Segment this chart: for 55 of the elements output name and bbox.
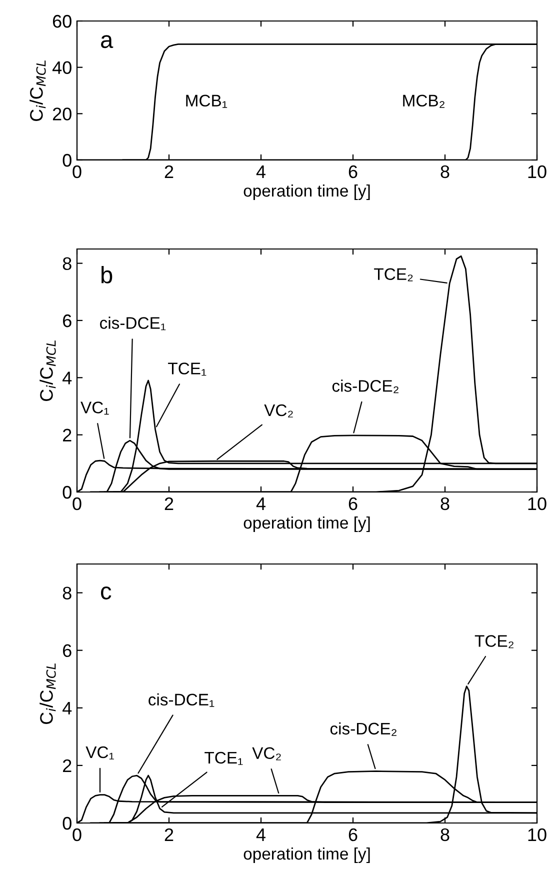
x-tick-label: 2 <box>164 497 174 510</box>
y-tick-label: 2 <box>63 759 72 772</box>
text: c <box>101 586 112 600</box>
y-tick-label: 4 <box>62 372 72 384</box>
annotation: MCB₁ <box>186 94 228 108</box>
y-tick-label: 2 <box>63 428 72 442</box>
annotation: VC₁ <box>80 402 109 415</box>
y-tick-label: 0 <box>62 154 72 167</box>
y-tick-label: 0 <box>62 486 72 499</box>
x-axis-title: operation time [y] <box>244 184 370 200</box>
annotation: MCB₂ <box>403 94 444 108</box>
x-tick-label: 4 <box>256 828 266 841</box>
x-tick-label: 6 <box>348 497 358 510</box>
y-tick-label: 6 <box>63 644 72 658</box>
y-tick-label: 8 <box>62 586 72 600</box>
x-tick-label: 8 <box>440 497 450 510</box>
x-tick-label: 8 <box>440 165 450 178</box>
annotation: cis-DCE₂ <box>332 380 398 394</box>
annotation: TCE₁ <box>204 752 243 765</box>
annotation: TCE₂ <box>474 635 514 648</box>
y-tick-label: 40 <box>52 61 72 74</box>
x-axis-title: operation time [y] <box>244 516 370 532</box>
y-tick-label: 4 <box>62 702 72 714</box>
x-tick-label: 0 <box>72 165 82 178</box>
y-tick-label: 60 <box>52 14 72 28</box>
text: b <box>102 266 112 284</box>
x-tick-label: 4 <box>256 166 266 178</box>
y-tick-label: 6 <box>63 314 72 328</box>
x-tick-label: 2 <box>164 828 174 841</box>
x-tick-label: 10 <box>528 165 546 178</box>
y-axis-title: C$_{i}$/C$_{MCL}$ <box>40 663 56 724</box>
annotation: cis-DCE₁ <box>148 693 214 707</box>
x-tick-label: 10 <box>528 828 546 842</box>
x-tick-label: 8 <box>440 828 450 842</box>
x-tick-label: 4 <box>256 498 266 510</box>
y-tick-label: 8 <box>62 257 72 270</box>
annotation: TCE₁ <box>168 362 206 376</box>
x-tick-label: 10 <box>528 497 546 510</box>
chart-title: a <box>101 35 114 48</box>
y-tick-label: 0 <box>62 816 72 830</box>
annotation: cis-DCE₂ <box>330 722 396 736</box>
annotation: TCE₂ <box>374 268 413 282</box>
y-axis-title: C$_{i}$/C$_{MCL}$ <box>40 340 56 401</box>
annotation: VC₂ <box>264 404 293 418</box>
x-axis-title: operation time [y] <box>244 847 370 864</box>
annotation: VC₁ <box>86 746 114 760</box>
x-tick-label: 0 <box>72 497 82 510</box>
x-tick-label: 0 <box>72 828 82 842</box>
x-tick-label: 6 <box>348 165 358 178</box>
y-tick-label: 20 <box>52 108 72 120</box>
y-axis-title: C$_{i}$/C$_{MCL}$ <box>30 60 46 121</box>
x-tick-label: 6 <box>348 828 358 842</box>
annotation: cis-DCE₁ <box>100 316 166 330</box>
x-tick-label: 2 <box>164 165 174 178</box>
annotation: VC₂ <box>252 747 281 760</box>
